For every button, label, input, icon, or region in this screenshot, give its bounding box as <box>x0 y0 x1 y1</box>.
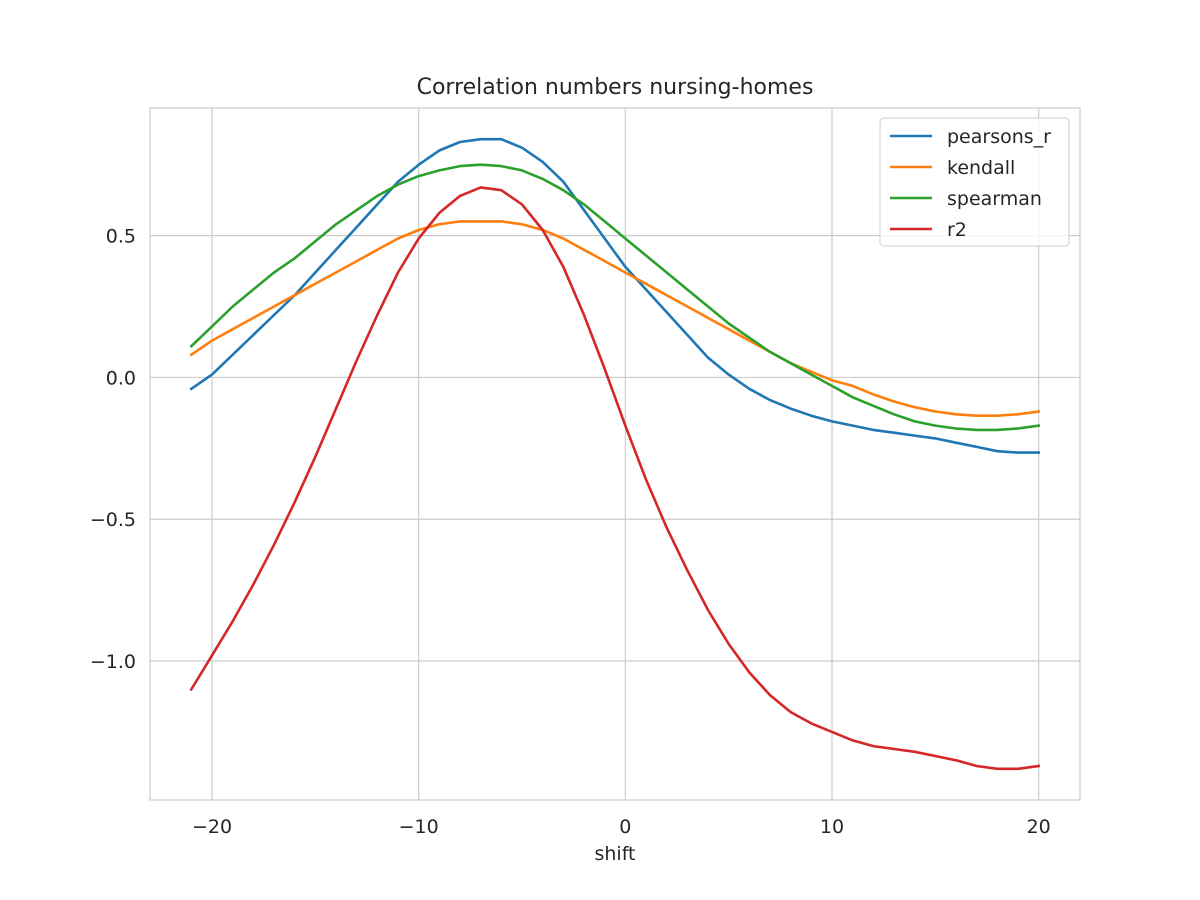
x-tick-label: −10 <box>399 816 439 838</box>
y-axis-ticks: 0.5 0.0 −0.5 −1.0 <box>90 226 136 673</box>
y-tick-label: −0.5 <box>90 509 136 531</box>
legend-label-spearman: spearman <box>947 188 1042 210</box>
x-tick-label: 10 <box>820 816 844 838</box>
series-lines <box>189 137 1041 771</box>
legend-label-pearsons_r: pearsons_r <box>947 126 1051 148</box>
x-axis-label: shift <box>594 843 635 865</box>
plot-frame <box>149 107 1081 801</box>
x-tick-label: 0 <box>619 816 631 838</box>
legend-label-r2: r2 <box>947 219 967 241</box>
series-line-kendall <box>189 220 1041 418</box>
y-tick-label: 0.0 <box>106 367 136 389</box>
y-tick-label: −1.0 <box>90 651 136 673</box>
x-tick-label: −20 <box>192 816 232 838</box>
legend-label-kendall: kendall <box>947 157 1015 179</box>
x-tick-label: 20 <box>1027 816 1051 838</box>
series-line-r2 <box>189 186 1041 771</box>
y-tick-label: 0.5 <box>106 226 136 248</box>
series-line-spearman <box>189 163 1041 432</box>
x-axis-ticks: −20 −10 0 10 20 <box>192 816 1051 838</box>
chart-title: Correlation numbers nursing-homes <box>417 75 814 100</box>
series-line-pearsons_r <box>189 137 1040 454</box>
legend-box <box>879 117 1070 247</box>
